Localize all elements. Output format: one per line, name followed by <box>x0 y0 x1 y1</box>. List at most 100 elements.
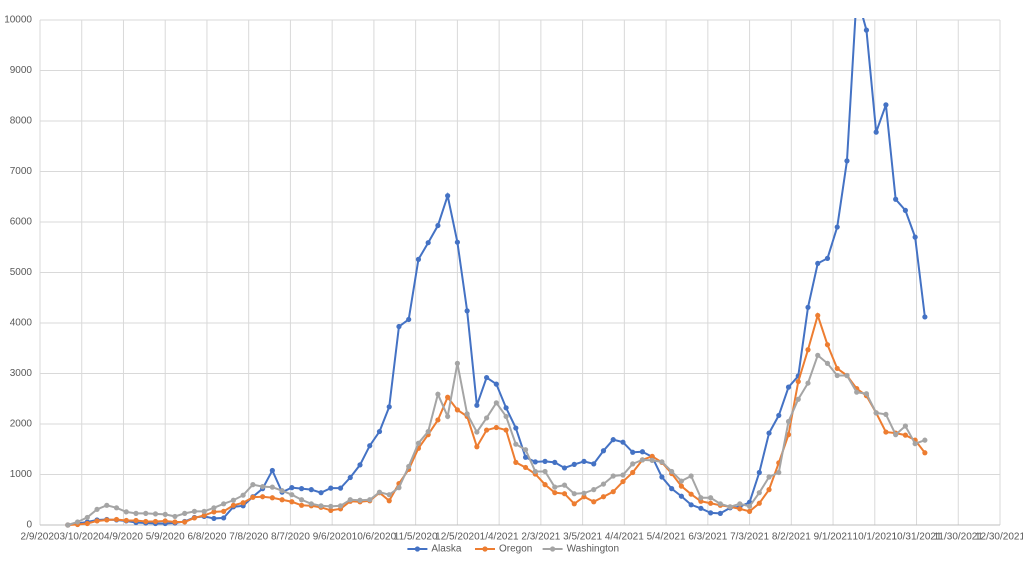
data-point <box>464 411 470 417</box>
legend-label: Washington <box>567 544 619 555</box>
data-point <box>230 502 236 508</box>
data-point <box>162 511 168 517</box>
data-point <box>464 308 470 314</box>
data-point <box>522 464 529 471</box>
data-point <box>221 515 227 521</box>
data-point <box>678 493 684 499</box>
data-point <box>396 485 402 491</box>
data-point <box>289 492 295 498</box>
data-point <box>815 260 821 267</box>
data-point <box>785 418 792 425</box>
data-point <box>337 485 344 491</box>
data-point <box>298 497 305 503</box>
data-point <box>708 510 714 516</box>
data-point <box>727 504 733 510</box>
x-tick-label: 9/1/2021 <box>814 532 853 543</box>
data-point <box>542 458 548 464</box>
data-point <box>357 462 363 468</box>
data-point <box>571 461 577 467</box>
data-point <box>328 507 334 513</box>
data-point <box>289 485 295 491</box>
data-point <box>65 522 71 528</box>
data-point <box>143 510 149 516</box>
data-point <box>688 491 694 497</box>
data-point <box>688 473 694 479</box>
data-point <box>776 412 782 419</box>
data-point <box>133 510 139 516</box>
data-point <box>522 454 529 460</box>
data-point <box>318 490 324 496</box>
data-point <box>552 484 558 490</box>
data-point <box>600 481 607 487</box>
data-point <box>902 423 908 429</box>
data-point <box>659 474 665 480</box>
data-point <box>308 501 314 507</box>
x-tick-label: 4/4/2021 <box>605 532 644 543</box>
data-point <box>493 381 499 387</box>
data-point <box>337 503 344 509</box>
x-tick-label: 5/4/2021 <box>647 532 686 543</box>
y-tick-label: 9000 <box>10 65 33 76</box>
data-point <box>172 513 178 520</box>
data-point <box>669 468 675 475</box>
x-tick-label: 4/9/2020 <box>104 532 143 543</box>
y-tick-label: 1000 <box>10 469 33 480</box>
data-point <box>561 465 568 471</box>
x-tick-label: 12/5/2020 <box>435 532 480 543</box>
data-point <box>785 384 792 390</box>
data-point <box>844 158 850 164</box>
data-point <box>893 432 899 438</box>
y-tick-label: 10000 <box>4 15 32 26</box>
data-point <box>717 510 723 516</box>
data-point <box>669 486 675 492</box>
data-point <box>454 239 460 245</box>
data-point <box>776 469 782 476</box>
data-point <box>581 490 587 496</box>
data-point <box>513 441 519 447</box>
data-point <box>893 196 899 202</box>
data-point <box>396 323 402 330</box>
data-point <box>386 492 392 498</box>
x-tick-label: 1/4/2021 <box>480 532 519 543</box>
data-point <box>883 429 889 435</box>
data-point <box>746 508 753 514</box>
data-point <box>824 360 831 366</box>
data-point <box>805 304 811 310</box>
data-point <box>435 417 441 423</box>
data-point <box>610 489 616 495</box>
data-point <box>425 240 431 246</box>
data-point <box>152 518 159 525</box>
data-point <box>639 449 646 455</box>
plot-area <box>65 18 928 528</box>
x-tick-label: 10/6/2020 <box>352 532 397 543</box>
x-tick-label: 8/7/2020 <box>271 532 310 543</box>
data-point <box>863 391 870 397</box>
y-tick-label: 6000 <box>10 217 33 228</box>
data-point <box>532 459 538 465</box>
data-point <box>172 519 178 525</box>
x-tick-label: 11/30/2021 <box>934 532 984 543</box>
data-point <box>84 514 90 521</box>
data-point <box>367 497 373 503</box>
data-point <box>260 494 266 500</box>
data-point <box>922 437 928 443</box>
data-point <box>737 506 743 512</box>
data-point <box>415 440 422 446</box>
data-point <box>815 312 821 319</box>
data-point <box>600 494 607 500</box>
data-point <box>493 400 499 406</box>
data-point <box>834 365 840 372</box>
data-point <box>795 378 801 385</box>
data-point <box>240 492 246 498</box>
legend-marker <box>414 546 420 552</box>
data-point <box>766 474 772 480</box>
data-point <box>308 487 314 493</box>
data-point <box>113 505 120 511</box>
data-point <box>484 427 490 433</box>
data-point <box>610 437 616 443</box>
data-point <box>854 389 860 395</box>
data-point <box>561 482 568 488</box>
data-point <box>503 413 509 420</box>
y-tick-label: 5000 <box>10 267 33 278</box>
data-point <box>74 519 81 525</box>
